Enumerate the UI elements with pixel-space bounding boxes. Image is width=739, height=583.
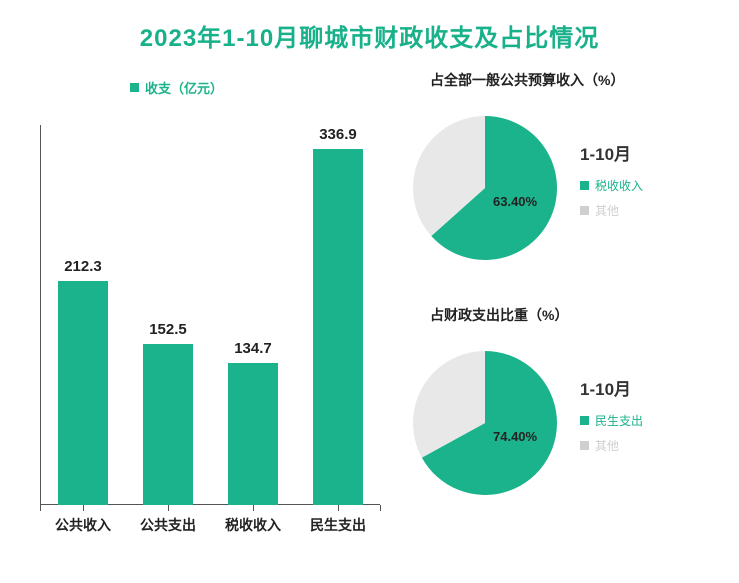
y-axis [40,125,41,505]
pie-legend-swatch-0 [580,181,589,190]
x-tick [168,505,169,511]
pie-percent-label: 74.40% [493,429,538,444]
bar-value-label: 134.7 [213,340,293,357]
pie-legend-swatch-1 [580,206,589,215]
bar [143,344,193,505]
pie-period-label: 1-10月 [580,140,720,165]
bar-category-label: 公共支出 [128,515,208,535]
pie-legend-swatch-0 [580,416,589,425]
pie-title: 占全部一般公共预算收入（%） [430,70,739,90]
pie-legend: 1-10月 税收收入 其他 [570,140,720,227]
bar-value-label: 212.3 [43,258,123,275]
pie-legend: 1-10月 民生支出 其他 [570,375,720,462]
pie-block-revenue: 占全部一般公共预算收入（%） 63.40% 1-10月 税收收入 其他 [400,70,739,268]
x-tick [40,505,41,511]
pie-legend-item: 税收收入 [580,177,720,194]
content-row: 收支（亿元） 212.3公共收入152.5公共支出134.7税收收入336.9民… [0,70,739,570]
pie-legend-item: 其他 [580,437,720,454]
x-tick [83,505,84,511]
bar-legend-label: 收支（亿元） [145,78,223,97]
bar-category-label: 税收收入 [213,515,293,535]
pie-block-expenditure: 占财政支出比重（%） 74.40% 1-10月 民生支出 其他 [400,305,739,503]
bar [313,149,363,505]
bar [228,363,278,505]
pie-legend-label-0: 税收收入 [595,177,643,194]
bar-category-label: 公共收入 [43,515,123,535]
bar-legend-swatch [130,83,139,92]
x-tick [338,505,339,511]
pie-legend-swatch-1 [580,441,589,450]
pie-legend-label-1: 其他 [595,437,619,454]
pie-percent-label: 63.40% [493,194,538,209]
bar-legend: 收支（亿元） [130,78,223,97]
pie-panel: 占全部一般公共预算收入（%） 63.40% 1-10月 税收收入 其他 占财政 [400,70,739,570]
bar-value-label: 152.5 [128,321,208,338]
pie-legend-label-0: 民生支出 [595,412,643,429]
pie-row: 74.40% 1-10月 民生支出 其他 [400,333,739,503]
pie-row: 63.40% 1-10月 税收收入 其他 [400,98,739,268]
pie-title: 占财政支出比重（%） [430,305,739,325]
bar-chart-area: 212.3公共收入152.5公共支出134.7税收收入336.9民生支出 [40,125,380,505]
bar-value-label: 336.9 [298,126,378,143]
x-tick [380,505,381,511]
bar-chart-panel: 收支（亿元） 212.3公共收入152.5公共支出134.7税收收入336.9民… [0,70,400,570]
pie-legend-item: 其他 [580,202,720,219]
pie-chart: 63.40% [400,98,570,268]
pie-legend-label-1: 其他 [595,202,619,219]
bar [58,281,108,505]
pie-period-label: 1-10月 [580,375,720,400]
bar-category-label: 民生支出 [298,515,378,535]
page-title: 2023年1-10月聊城市财政收支及占比情况 [0,0,739,53]
pie-chart: 74.40% [400,333,570,503]
pie-legend-item: 民生支出 [580,412,720,429]
x-tick [253,505,254,511]
